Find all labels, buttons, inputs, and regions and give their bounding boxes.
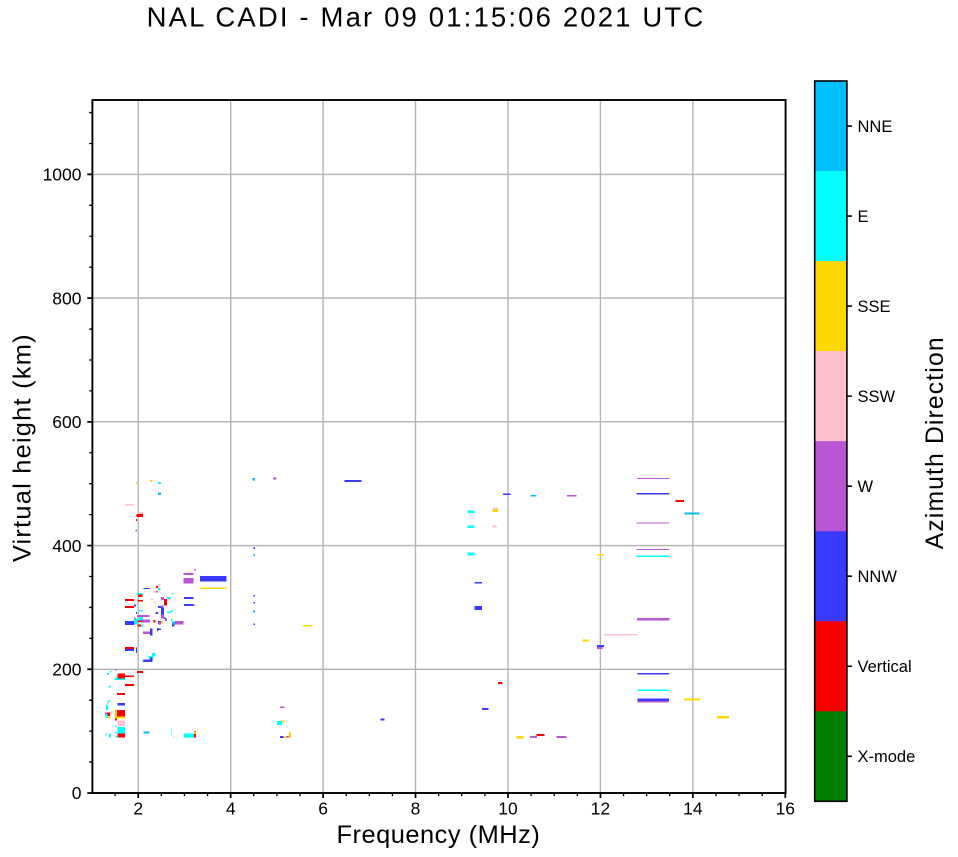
svg-text:0: 0 [72, 783, 82, 803]
svg-text:NAL CADI - Mar 09 01:15:06 202: NAL CADI - Mar 09 01:15:06 2021 UTC [147, 2, 706, 33]
svg-text:2: 2 [133, 798, 143, 818]
svg-text:E: E [858, 208, 869, 226]
svg-text:W: W [858, 478, 874, 496]
svg-text:800: 800 [52, 288, 81, 308]
svg-text:200: 200 [52, 660, 81, 680]
svg-text:4: 4 [226, 798, 236, 818]
svg-text:Frequency (MHz): Frequency (MHz) [336, 821, 540, 849]
svg-text:SSE: SSE [858, 298, 891, 316]
svg-text:Vertical: Vertical [858, 658, 912, 676]
svg-text:14: 14 [683, 798, 703, 818]
svg-text:600: 600 [52, 412, 81, 432]
svg-text:16: 16 [776, 798, 795, 818]
svg-text:NNW: NNW [858, 568, 898, 586]
svg-text:400: 400 [52, 536, 81, 556]
svg-text:X-mode: X-mode [858, 748, 916, 766]
svg-text:1000: 1000 [43, 165, 82, 185]
svg-text:10: 10 [498, 798, 518, 818]
svg-text:8: 8 [411, 798, 421, 818]
svg-text:Virtual height (km): Virtual height (km) [9, 333, 37, 562]
svg-text:12: 12 [591, 798, 610, 818]
svg-text:6: 6 [318, 798, 328, 818]
svg-text:Azimuth Direction: Azimuth Direction [922, 336, 949, 549]
svg-text:NNE: NNE [858, 118, 893, 136]
svg-text:SSW: SSW [858, 388, 896, 406]
